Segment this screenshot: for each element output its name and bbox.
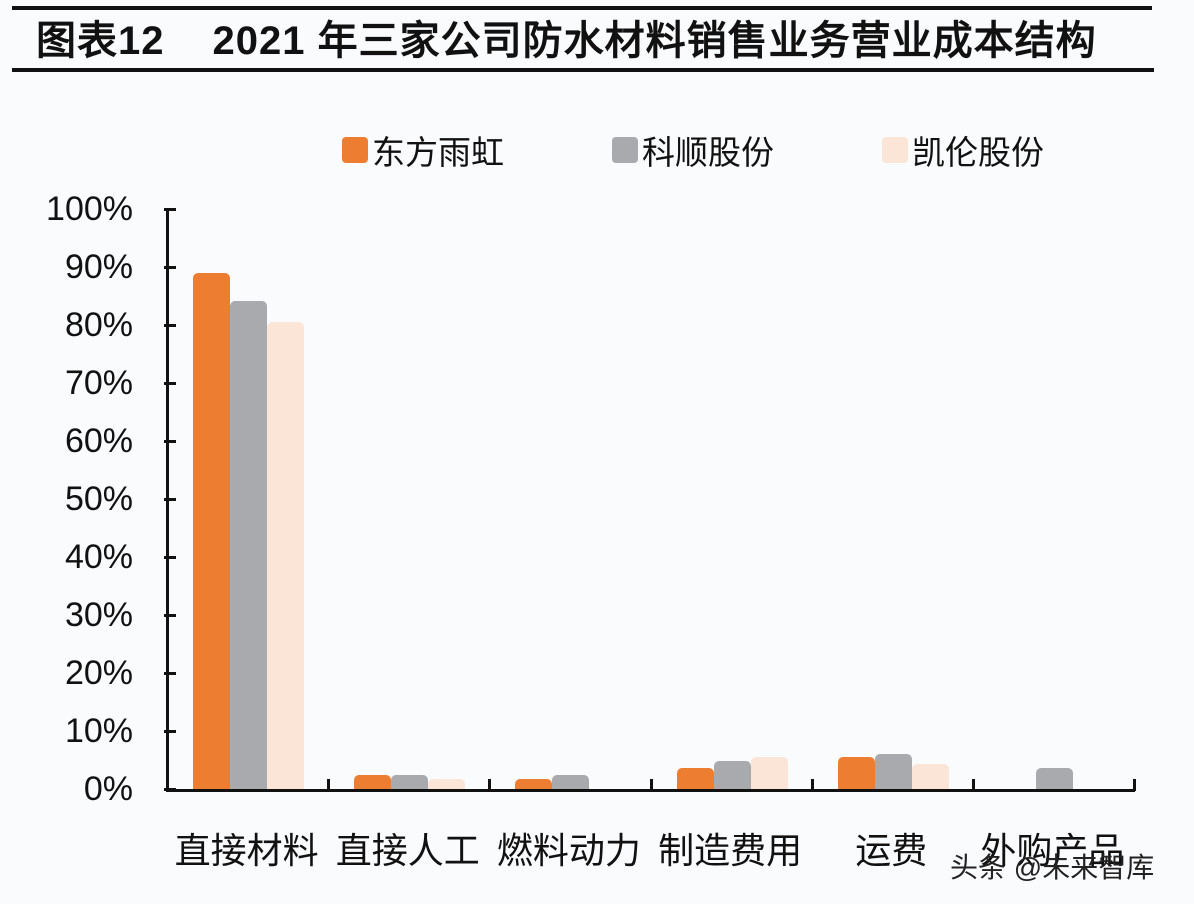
bar-1-1 bbox=[391, 774, 429, 789]
y-tick-label: 100% bbox=[46, 190, 133, 228]
legend-swatch-icon bbox=[882, 137, 908, 163]
y-tick-label: 60% bbox=[64, 422, 133, 460]
x-tick bbox=[488, 779, 492, 791]
bar-2-1 bbox=[552, 775, 590, 789]
legend-label: 凯伦股份 bbox=[912, 134, 1044, 171]
x-tick bbox=[649, 779, 653, 791]
bar-4-2 bbox=[911, 764, 949, 789]
y-tick bbox=[164, 208, 176, 211]
bar-5-1 bbox=[1035, 768, 1073, 789]
figure-label: 图表12 bbox=[36, 19, 165, 63]
y-tick bbox=[164, 266, 176, 269]
y-tick-label: 30% bbox=[64, 596, 133, 634]
bar-3-1 bbox=[713, 761, 751, 789]
title-rule-bottom bbox=[12, 68, 1154, 72]
y-tick bbox=[164, 672, 176, 675]
x-category-label: 直接人工 bbox=[335, 830, 480, 871]
y-tick bbox=[164, 730, 176, 733]
bar-0-0 bbox=[193, 272, 231, 789]
y-tick-label: 50% bbox=[64, 480, 133, 518]
bar-3-2 bbox=[750, 757, 788, 789]
y-tick-label: 70% bbox=[64, 364, 133, 402]
legend-item-dongfang: 东方雨虹 bbox=[342, 128, 504, 172]
chart-title: 图表12 2021 年三家公司防水材料销售业务营业成本结构 bbox=[36, 12, 1097, 70]
y-tick-label: 40% bbox=[64, 538, 133, 576]
watermark: 头条 @未来智库 bbox=[950, 852, 1155, 883]
y-tick bbox=[164, 440, 176, 443]
y-tick bbox=[164, 556, 176, 559]
y-tick-label: 20% bbox=[64, 654, 133, 692]
legend-label: 科顺股份 bbox=[642, 134, 774, 171]
legend-item-keshun: 科顺股份 bbox=[612, 128, 774, 172]
bar-0-1 bbox=[230, 300, 268, 789]
x-category-label: 直接材料 bbox=[174, 830, 319, 871]
x-category-label: 运费 bbox=[855, 830, 928, 871]
y-tick bbox=[164, 324, 176, 327]
bar-2-0 bbox=[515, 778, 553, 789]
legend: 东方雨虹 科顺股份 凯伦股份 bbox=[0, 128, 1194, 172]
legend-item-kailun: 凯伦股份 bbox=[882, 128, 1044, 172]
y-tick-label: 80% bbox=[64, 306, 133, 344]
title-rule-top bbox=[12, 6, 1152, 10]
y-tick bbox=[164, 382, 176, 385]
y-tick-label: 90% bbox=[64, 248, 133, 286]
x-tick bbox=[971, 779, 975, 791]
legend-swatch-icon bbox=[342, 137, 368, 163]
x-category-label: 制造费用 bbox=[658, 830, 803, 871]
bar-4-1 bbox=[874, 754, 912, 789]
y-tick bbox=[164, 788, 176, 791]
legend-label: 东方雨虹 bbox=[372, 134, 504, 171]
y-tick-label: 10% bbox=[64, 712, 133, 750]
x-category-label: 外购产品 bbox=[980, 830, 1125, 871]
bar-1-0 bbox=[354, 774, 392, 789]
bar-4-0 bbox=[837, 757, 875, 789]
x-tick bbox=[1133, 779, 1136, 791]
title-text: 2021 年三家公司防水材料销售业务营业成本结构 bbox=[212, 19, 1097, 63]
y-tick bbox=[164, 498, 176, 501]
bar-3-0 bbox=[676, 768, 714, 789]
x-category-label: 燃料动力 bbox=[496, 830, 641, 871]
y-tick bbox=[164, 614, 176, 617]
x-tick bbox=[810, 779, 814, 791]
x-tick bbox=[327, 779, 331, 791]
y-tick-label: 0% bbox=[83, 770, 133, 808]
legend-swatch-icon bbox=[612, 137, 638, 163]
bar-0-2 bbox=[267, 322, 305, 789]
bar-1-2 bbox=[428, 778, 466, 789]
